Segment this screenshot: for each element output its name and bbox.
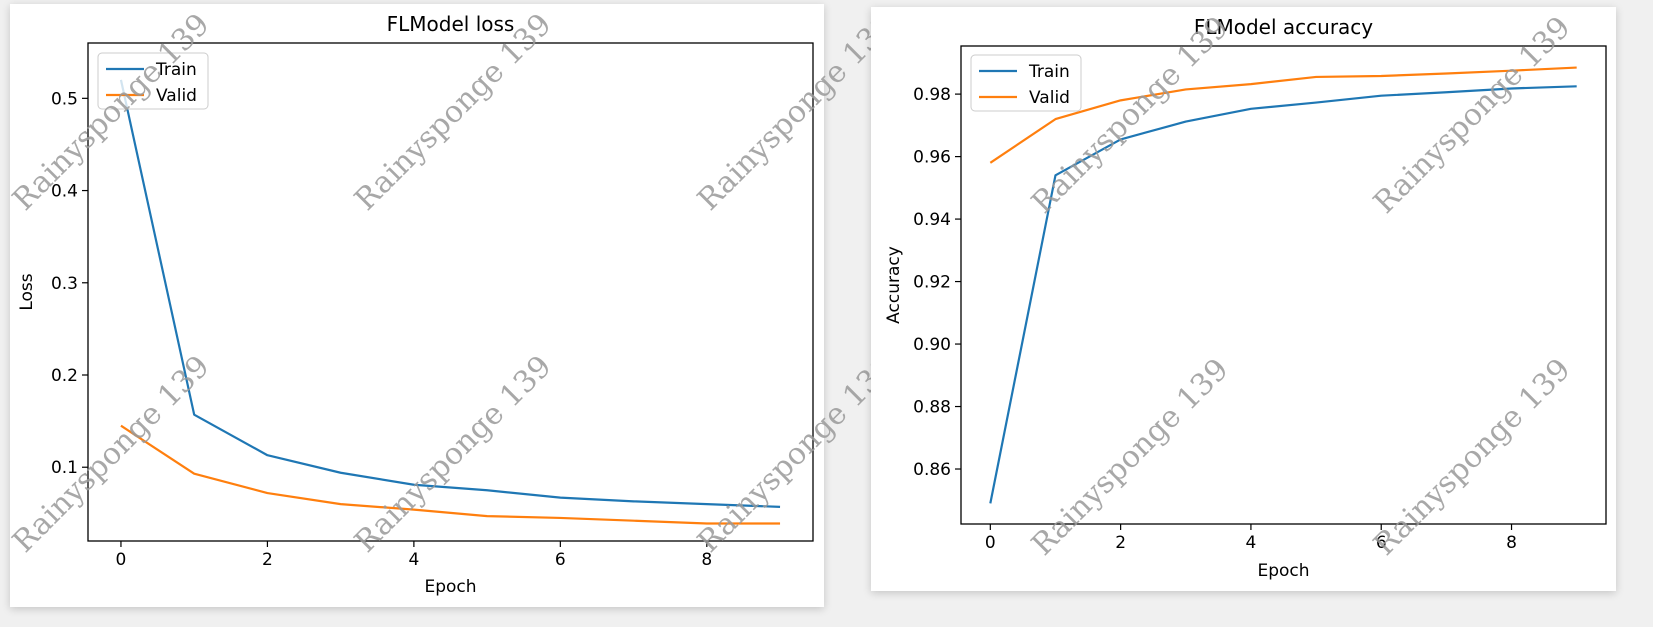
watermark: Rainysponge 139 xyxy=(348,349,559,560)
chart-title: FLModel accuracy xyxy=(1194,15,1373,39)
legend-label-train: Train xyxy=(1028,62,1070,82)
y-tick-label: 0.2 xyxy=(51,366,78,386)
series-line-train xyxy=(989,85,1577,504)
watermark: Rainysponge 139 xyxy=(1367,352,1578,563)
y-axis-label: Loss xyxy=(17,273,37,310)
watermark: Rainysponge 139 xyxy=(691,7,902,218)
x-tick-label: 6 xyxy=(1376,533,1387,553)
x-tick-label: 4 xyxy=(1246,533,1257,553)
chart-title: FLModel loss xyxy=(387,12,515,36)
y-tick-label: 0.96 xyxy=(913,148,951,168)
series-line-train xyxy=(119,79,781,508)
y-tick-label: 0.1 xyxy=(51,458,78,478)
y-axis-label: Accuracy xyxy=(884,246,904,324)
series-line-valid xyxy=(989,66,1577,164)
watermark: Rainysponge 139 xyxy=(691,349,902,560)
y-tick-label: 0.86 xyxy=(913,460,951,480)
x-tick-label: 4 xyxy=(408,550,419,570)
x-axis-label: Epoch xyxy=(1257,561,1309,581)
legend-label-valid: Valid xyxy=(156,86,197,106)
x-tick-label: 2 xyxy=(1115,533,1126,553)
watermark: Rainysponge 139 xyxy=(348,7,559,218)
loss-chart-panel: FLModel loss 0 2 4 6 8 0.1 0.2 0.3 0.4 0.5 Epoch Los… xyxy=(6,4,902,607)
watermark: Rainysponge 139 xyxy=(1367,10,1578,221)
plot-area-frame xyxy=(960,45,1607,525)
watermark: Rainysponge 139 xyxy=(1025,10,1236,221)
y-tick-label: 0.4 xyxy=(51,182,78,202)
legend-label-valid: Valid xyxy=(1029,88,1070,108)
x-axis-label: Epoch xyxy=(424,577,476,597)
watermark: Rainysponge 139 xyxy=(1025,352,1236,563)
x-tick-label: 0 xyxy=(116,550,127,570)
y-tick-label: 0.88 xyxy=(913,398,951,418)
x-tick-label: 6 xyxy=(555,550,566,570)
y-tick-label: 0.3 xyxy=(51,274,78,294)
plot-area-frame xyxy=(87,42,814,542)
x-tick-label: 2 xyxy=(262,550,273,570)
y-tick-label: 0.90 xyxy=(913,335,951,355)
y-tick-label: 0.5 xyxy=(51,89,78,109)
loss-chart: FLModel loss 0 2 4 6 8 0.1 0.2 0.3 0.4 0.5 Epoch Los… xyxy=(6,7,902,597)
watermark: Rainysponge 139 xyxy=(6,349,217,560)
x-tick-label: 8 xyxy=(1506,533,1517,553)
watermark: Rainysponge 139 xyxy=(6,7,217,218)
x-tick-label: 8 xyxy=(701,550,712,570)
accuracy-chart: FLModel accuracy 0 2 4 6 8 0.86 0.88 0.90 0.92 0.9… xyxy=(884,10,1607,581)
y-tick-label: 0.98 xyxy=(913,85,951,105)
x-tick-label: 0 xyxy=(985,533,996,553)
y-tick-label: 0.94 xyxy=(913,210,951,230)
accuracy-chart-panel: FLModel accuracy 0 2 4 6 8 0.86 0.88 0.90 0.92 0.9… xyxy=(871,7,1616,591)
y-tick-label: 0.92 xyxy=(913,273,951,293)
series-line-valid xyxy=(120,424,781,525)
legend-label-train: Train xyxy=(155,60,197,80)
